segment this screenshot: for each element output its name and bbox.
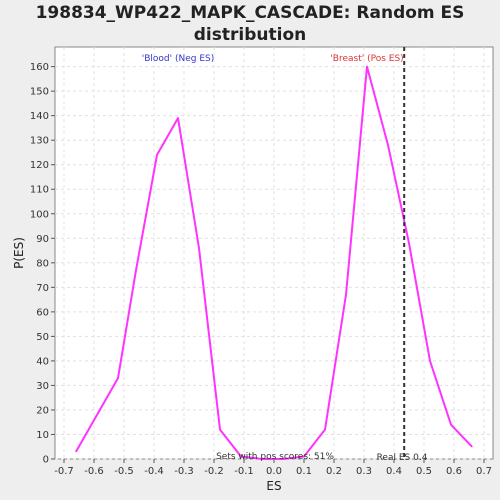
x-tick-label: 0.5: [416, 466, 432, 477]
chart-title: 198834_WP422_MAPK_CASCADE: Random ES dis…: [0, 2, 500, 46]
x-tick-label: -0.7: [54, 466, 74, 477]
x-tick-label: -0.4: [144, 466, 164, 477]
x-tick-label: 0.0: [266, 466, 282, 477]
x-tick-label: -0.5: [114, 466, 134, 477]
chart-title-line-1: 198834_WP422_MAPK_CASCADE: Random ES: [35, 3, 465, 23]
data-point: [303, 455, 305, 458]
x-tick-label: 0.3: [356, 466, 372, 477]
y-tick-label: 50: [36, 332, 49, 343]
y-tick-label: 90: [36, 234, 49, 245]
annotation-layer: 'Blood' (Neg ES) 'Breast' (Pos ES) Sets …: [142, 54, 428, 463]
data-point: [429, 360, 431, 362]
data-point: [471, 446, 473, 448]
x-axis-label: ES: [266, 479, 281, 493]
data-point: [408, 242, 410, 244]
data-point: [135, 269, 137, 271]
y-tick-label: 40: [36, 356, 49, 367]
data-point: [177, 117, 179, 119]
data-point: [387, 144, 389, 146]
es-distribution-line: [75, 65, 473, 460]
real-es-label: Real ES 0.4: [377, 453, 428, 463]
y-tick-label: 60: [36, 307, 49, 318]
y-tick-label: 130: [30, 136, 49, 147]
data-point: [450, 424, 452, 426]
y-tick-label: 140: [30, 111, 49, 122]
x-tick-label: 0.4: [386, 466, 402, 477]
data-point: [240, 455, 242, 458]
x-tick-label: -0.2: [204, 466, 224, 477]
y-axis-label: P(ES): [12, 237, 26, 269]
pos-es-label: 'Breast' (Pos ES): [330, 54, 403, 64]
series-layer: [75, 47, 473, 460]
x-tick-label: -0.1: [234, 466, 254, 477]
gridlines: [55, 47, 493, 460]
data-point: [96, 414, 98, 416]
x-tick-label: 0.6: [446, 466, 462, 477]
data-point: [156, 154, 158, 156]
y-tick-label: 10: [36, 430, 49, 441]
data-point: [198, 247, 200, 249]
y-tick-label: 30: [36, 381, 49, 392]
x-tick-label: 0.1: [296, 466, 312, 477]
data-point: [366, 66, 368, 68]
neg-es-label: 'Blood' (Neg ES): [142, 54, 214, 64]
data-point: [117, 377, 119, 379]
y-tick-label: 80: [36, 258, 49, 269]
y-tick-label: 20: [36, 405, 49, 416]
x-tick-label: 0.2: [326, 466, 342, 477]
data-point: [282, 458, 284, 460]
x-tick-label: 0.7: [476, 466, 492, 477]
chart-title-line-2: distribution: [193, 25, 307, 45]
y-tick-label: 120: [30, 160, 49, 171]
data-point: [261, 458, 263, 460]
data-point: [75, 451, 77, 453]
x-tick-label: -0.3: [174, 466, 194, 477]
data-point: [345, 294, 347, 296]
y-tick-label: 0: [43, 455, 49, 466]
y-tick-label: 70: [36, 283, 49, 294]
axes: 0 10 20 30 40 50 60 70 80 90 100 110 120 130 140 150 160…: [30, 62, 492, 477]
data-point: [219, 428, 221, 431]
y-tick-label: 150: [30, 87, 49, 98]
y-tick-label: 100: [30, 209, 49, 220]
x-tick-label: -0.6: [84, 466, 104, 477]
pos-scores-label: Sets with pos scores: 51%: [216, 452, 334, 462]
y-tick-label: 110: [30, 185, 49, 196]
data-point: [324, 428, 326, 431]
y-tick-label: 160: [30, 62, 49, 73]
